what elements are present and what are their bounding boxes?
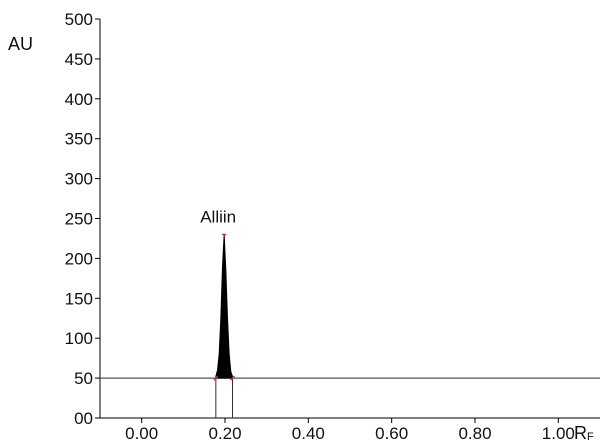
- y-tick-label: 100: [65, 329, 93, 348]
- y-axis: 00 50 100 150 200 250 300 350 400 450 500: [65, 10, 101, 428]
- x-tick-label: 0.00: [125, 424, 158, 443]
- y-tick-label: 500: [65, 10, 93, 29]
- y-tick-label: 400: [65, 90, 93, 109]
- y-tick-label: 300: [65, 170, 93, 189]
- peak-boundary-marker: [229, 375, 236, 381]
- y-tick-label: 50: [74, 369, 93, 388]
- x-tick-label: 0.20: [208, 424, 241, 443]
- y-tick-label: 250: [65, 210, 93, 229]
- y-tick-label: 200: [65, 249, 93, 268]
- y-tick-label: 350: [65, 130, 93, 149]
- y-tick-label: 150: [65, 289, 93, 308]
- y-axis-label: AU: [8, 34, 33, 54]
- peak-boundary-marker: [213, 375, 219, 381]
- x-axis-label: RF: [574, 423, 594, 443]
- x-axis: 0.00 0.20 0.40 0.60 0.80 1.00: [100, 417, 600, 443]
- x-tick-label: 0.40: [292, 424, 325, 443]
- x-tick-label: 0.60: [375, 424, 408, 443]
- y-tick-label: 450: [65, 50, 93, 69]
- peak-area: [215, 234, 233, 379]
- y-tick-label: 00: [74, 409, 93, 428]
- peaks: Alliin: [200, 207, 236, 418]
- x-tick-label: 0.80: [458, 424, 491, 443]
- x-tick-label: 1.00: [542, 424, 575, 443]
- peak-label: Alliin: [200, 207, 236, 226]
